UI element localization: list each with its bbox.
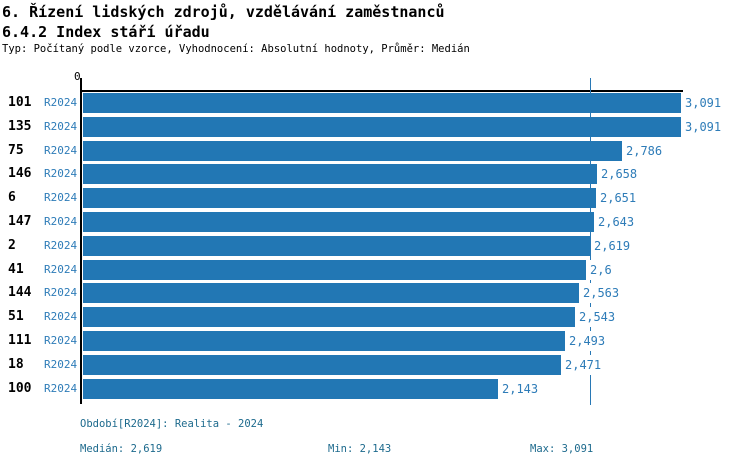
bar-row: 146 R2024 2,658 — [0, 164, 750, 184]
row-series-label: R2024 — [44, 144, 78, 157]
row-category-label: 146 — [8, 166, 32, 181]
row-series-label: R2024 — [44, 191, 78, 204]
footer-max-label: Max: 3,091 — [530, 443, 594, 455]
row-series-label: R2024 — [44, 263, 78, 276]
row-category-label: 6 — [8, 190, 16, 205]
row-series-label: R2024 — [44, 215, 78, 228]
chart-meta-line: Typ: Počítaný podle vzorce, Vyhodnocení:… — [2, 43, 470, 55]
x-axis-line — [81, 90, 683, 92]
row-series-label: R2024 — [44, 310, 78, 323]
bar — [83, 236, 590, 256]
bar — [83, 188, 596, 208]
bar — [83, 331, 565, 351]
bar — [83, 141, 622, 161]
row-series-label: R2024 — [44, 120, 78, 133]
bar-value-label: 2,786 — [624, 141, 665, 161]
bar-row: 147 R2024 2,643 — [0, 212, 750, 232]
bar-value-label: 2,651 — [598, 188, 639, 208]
bar-row: 2 R2024 2,619 — [0, 236, 750, 256]
row-series-label: R2024 — [44, 286, 78, 299]
row-category-label: 100 — [8, 381, 32, 396]
row-category-label: 111 — [8, 333, 32, 348]
row-series-label: R2024 — [44, 334, 78, 347]
bar — [83, 117, 681, 137]
bar-row: 75 R2024 2,786 — [0, 141, 750, 161]
row-category-label: 101 — [8, 95, 32, 110]
bar-value-label: 2,493 — [567, 331, 608, 351]
y-axis-line — [80, 78, 82, 404]
row-series-label: R2024 — [44, 96, 78, 109]
bar-value-label: 2,658 — [599, 164, 640, 184]
bar-row: 111 R2024 2,493 — [0, 331, 750, 351]
bar-row: 41 R2024 2,6 — [0, 260, 750, 280]
bar — [83, 260, 586, 280]
row-category-label: 75 — [8, 143, 24, 158]
bar-row: 135 R2024 3,091 — [0, 117, 750, 137]
bar-row: 6 R2024 2,651 — [0, 188, 750, 208]
bar — [83, 164, 597, 184]
bar-value-label: 2,143 — [500, 379, 541, 399]
row-category-label: 2 — [8, 238, 16, 253]
bar-row: 18 R2024 2,471 — [0, 355, 750, 375]
bar — [83, 283, 579, 303]
bar-row: 51 R2024 2,543 — [0, 307, 750, 327]
bar-value-label: 3,091 — [683, 93, 724, 113]
row-category-label: 18 — [8, 357, 24, 372]
row-category-label: 51 — [8, 309, 24, 324]
bar-row: 144 R2024 2,563 — [0, 283, 750, 303]
row-series-label: R2024 — [44, 358, 78, 371]
chart-title: 6.4.2 Index stáří úřadu — [2, 23, 210, 41]
footer-min-label: Min: 2,143 — [328, 443, 392, 455]
bar-value-label: 3,091 — [683, 117, 724, 137]
report-section-title: 6. Řízení lidských zdrojů, vzdělávání za… — [2, 3, 445, 21]
bar — [83, 379, 498, 399]
row-category-label: 41 — [8, 262, 24, 277]
bar-value-label: 2,6 — [588, 260, 614, 280]
row-category-label: 144 — [8, 285, 32, 300]
bar-row: 100 R2024 2,143 — [0, 379, 750, 399]
bar-row: 101 R2024 3,091 — [0, 93, 750, 113]
row-series-label: R2024 — [44, 382, 78, 395]
bar-value-label: 2,563 — [581, 283, 622, 303]
bar-value-label: 2,543 — [577, 307, 618, 327]
median-reference-line — [590, 78, 591, 405]
x-axis-zero-tick-label: 0 — [74, 70, 81, 83]
bar-value-label: 2,643 — [596, 212, 637, 232]
row-series-label: R2024 — [44, 239, 78, 252]
bar — [83, 307, 575, 327]
footer-period-label: Období[R2024]: Realita - 2024 — [80, 418, 264, 430]
row-category-label: 135 — [8, 119, 32, 134]
bar — [83, 212, 594, 232]
row-series-label: R2024 — [44, 167, 78, 180]
bar-value-label: 2,471 — [563, 355, 604, 375]
bar — [83, 93, 681, 113]
footer-median-label: Medián: 2,619 — [80, 443, 163, 455]
bar — [83, 355, 561, 375]
row-category-label: 147 — [8, 214, 32, 229]
bar-value-label: 2,619 — [592, 236, 633, 256]
bars-area: 101 R2024 3,091 135 R2024 3,091 75 R2024 2,786 14… — [0, 93, 750, 399]
